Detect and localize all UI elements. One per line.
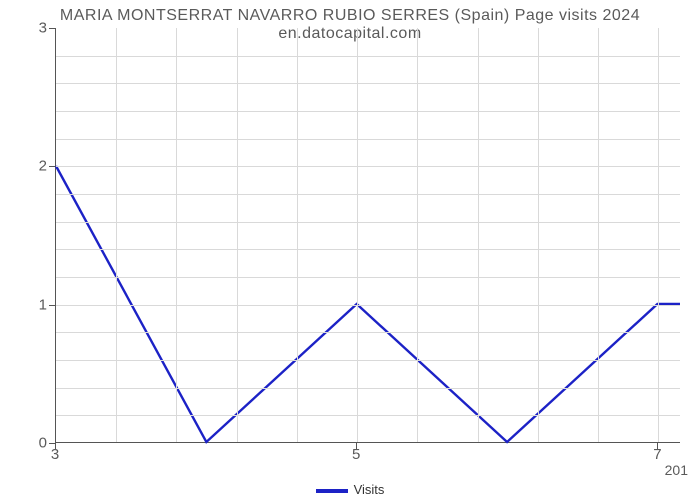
gridline-horizontal xyxy=(56,332,680,333)
y-tick-label: 0 xyxy=(17,435,47,452)
gridline-horizontal xyxy=(56,277,680,278)
gridline-horizontal xyxy=(56,56,680,57)
gridline-horizontal xyxy=(56,83,680,84)
legend-label: Visits xyxy=(354,482,385,497)
x-axis-label: 201 xyxy=(665,462,688,478)
gridline-horizontal xyxy=(56,166,680,167)
y-tick-mark xyxy=(49,443,55,444)
gridline-horizontal xyxy=(56,139,680,140)
gridline-vertical xyxy=(658,28,659,442)
line-series xyxy=(56,28,680,442)
y-tick-mark xyxy=(49,28,55,29)
gridline-vertical xyxy=(116,28,117,442)
gridline-horizontal xyxy=(56,415,680,416)
gridline-horizontal xyxy=(56,249,680,250)
gridline-vertical xyxy=(417,28,418,442)
legend: Visits xyxy=(0,482,700,497)
y-tick-mark xyxy=(49,305,55,306)
gridline-vertical xyxy=(478,28,479,442)
gridline-vertical xyxy=(538,28,539,442)
x-tick-label: 3 xyxy=(51,446,59,463)
gridline-horizontal xyxy=(56,111,680,112)
x-tick-label: 5 xyxy=(352,446,360,463)
gridline-vertical xyxy=(357,28,358,442)
gridline-vertical xyxy=(598,28,599,442)
gridline-vertical xyxy=(297,28,298,442)
gridline-horizontal xyxy=(56,305,680,306)
y-tick-label: 3 xyxy=(17,20,47,37)
y-tick-label: 2 xyxy=(17,158,47,175)
gridline-vertical xyxy=(237,28,238,442)
plot-area xyxy=(55,28,680,443)
gridline-horizontal xyxy=(56,388,680,389)
y-tick-mark xyxy=(49,166,55,167)
gridline-horizontal xyxy=(56,194,680,195)
legend-swatch xyxy=(316,489,348,493)
y-tick-label: 1 xyxy=(17,296,47,313)
gridline-horizontal xyxy=(56,360,680,361)
x-tick-label: 7 xyxy=(653,446,661,463)
chart-container: MARIA MONTSERRAT NAVARRO RUBIO SERRES (S… xyxy=(0,0,700,500)
gridline-horizontal xyxy=(56,222,680,223)
gridline-vertical xyxy=(176,28,177,442)
